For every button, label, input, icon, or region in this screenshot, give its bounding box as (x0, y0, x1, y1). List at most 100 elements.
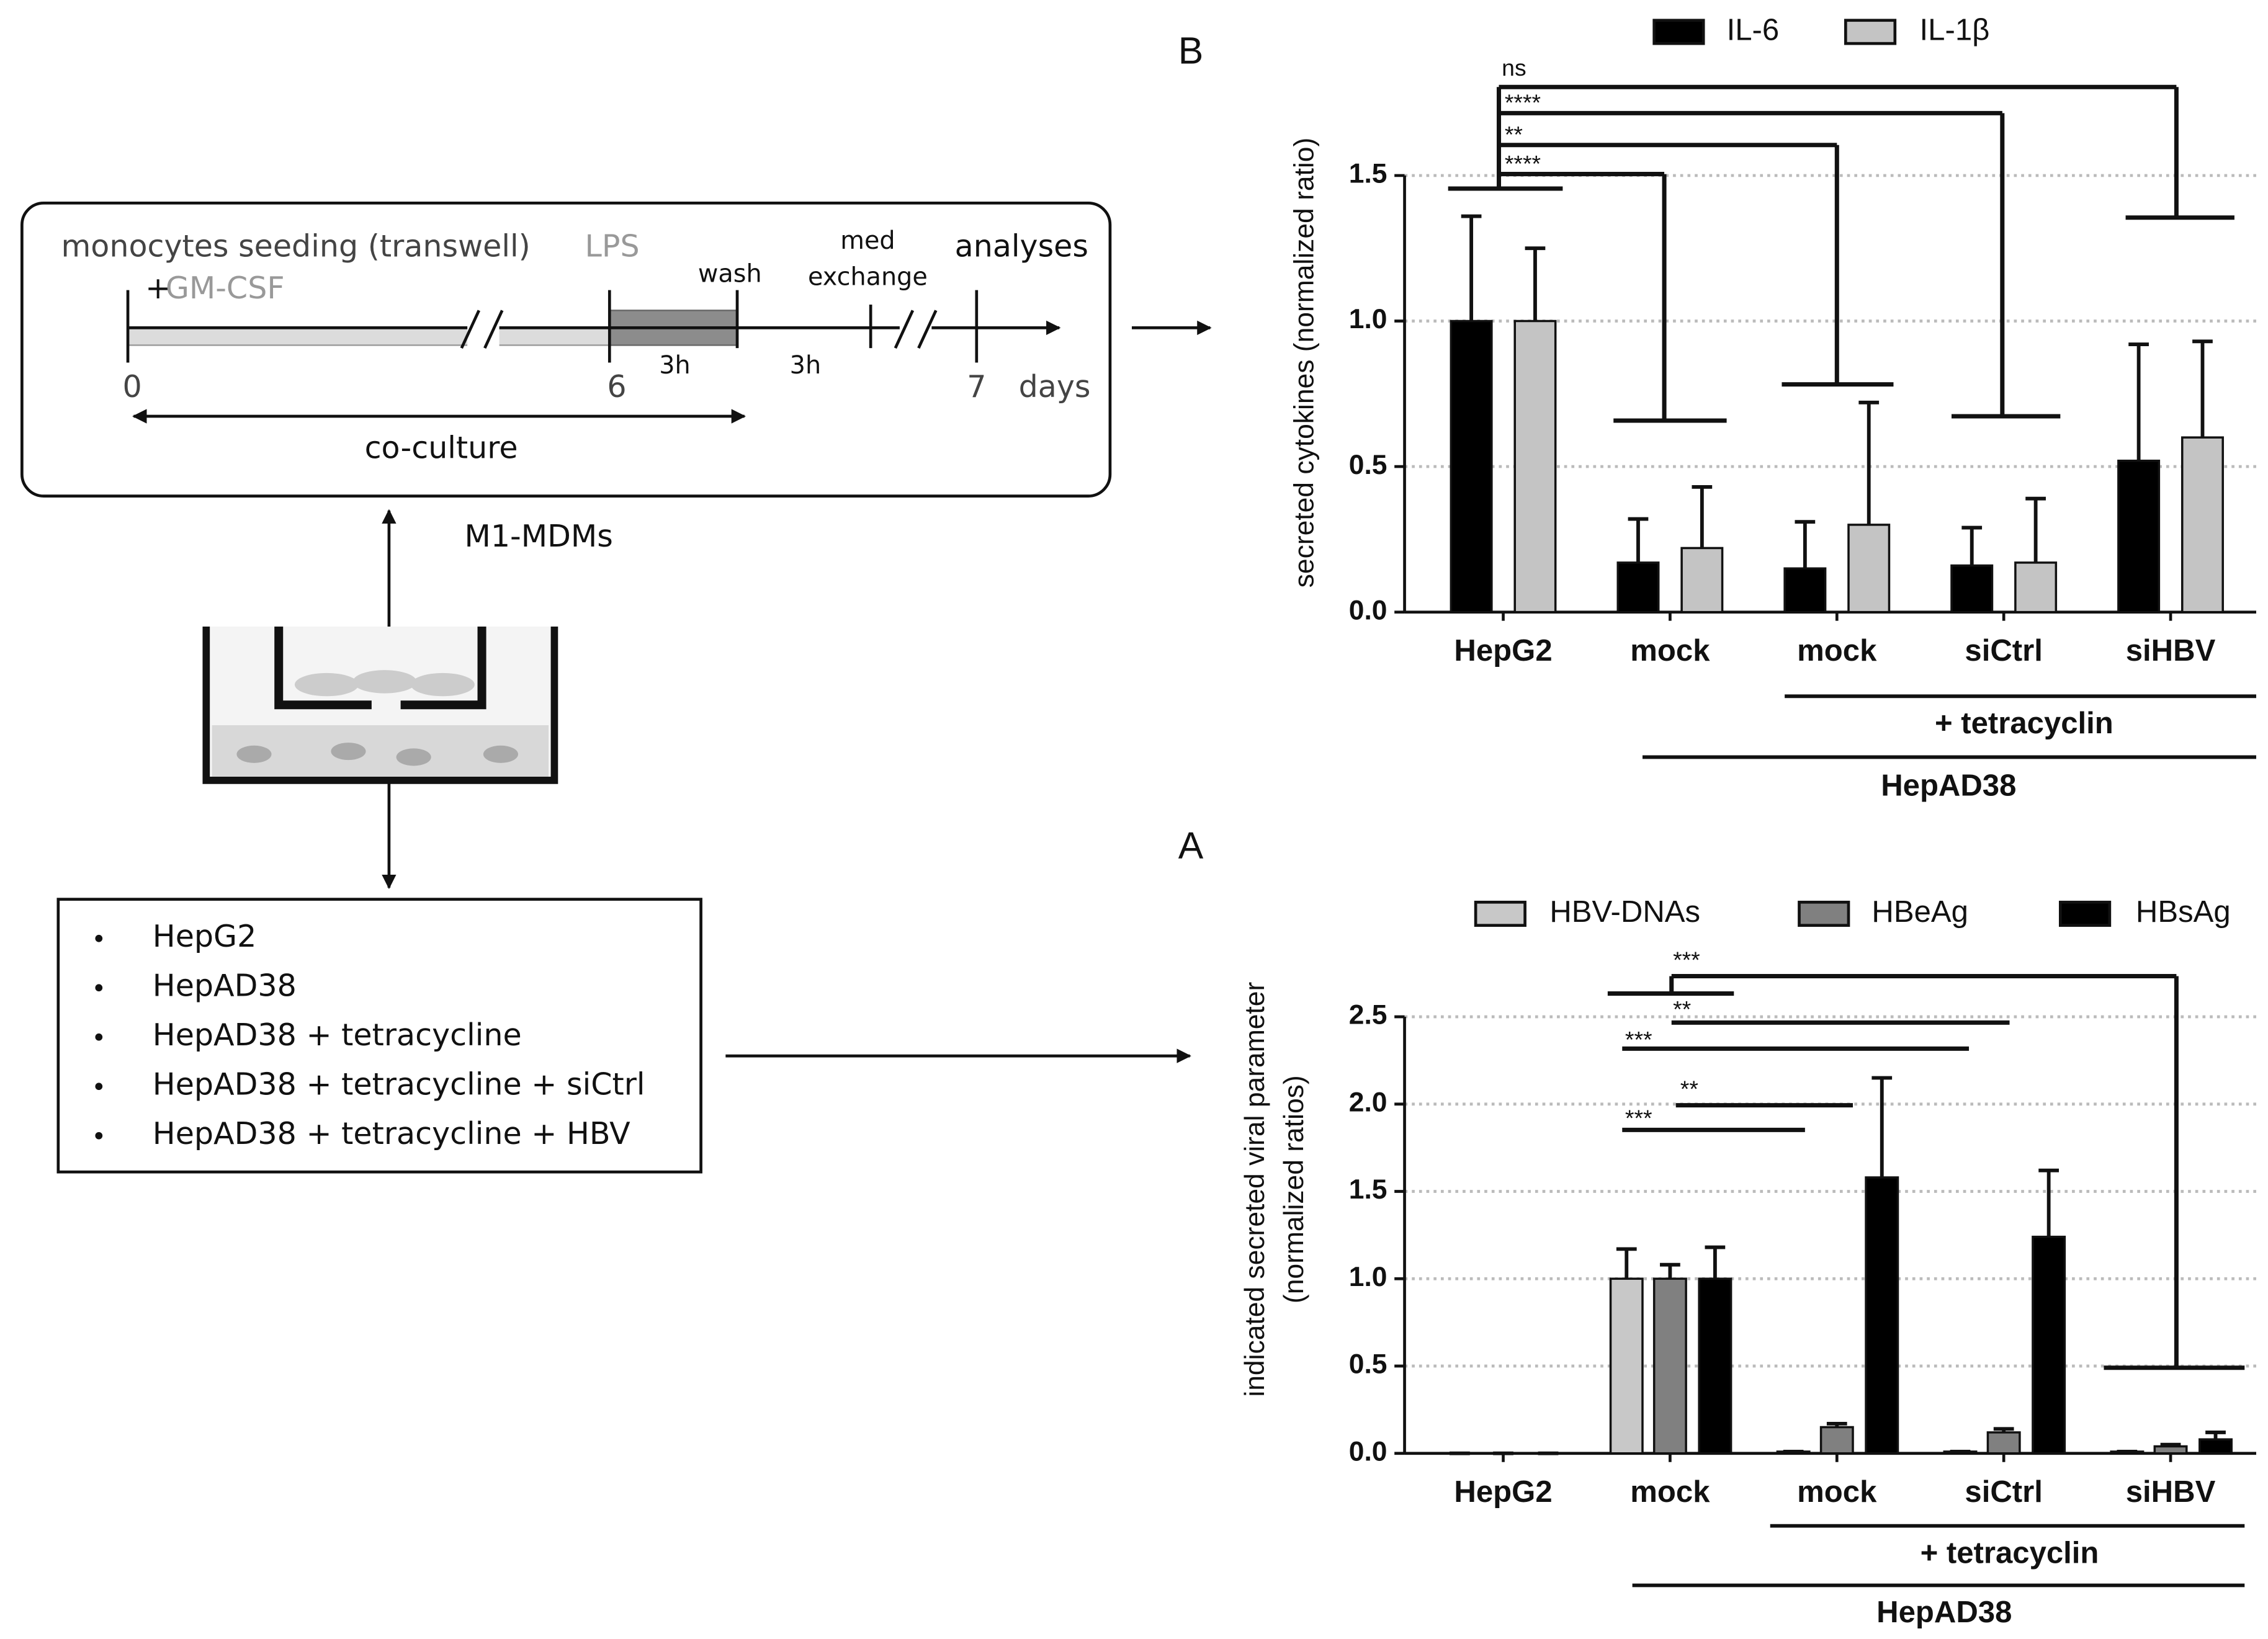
x-tick-label: siCtrl (1965, 1475, 2042, 1509)
bar (1609, 1277, 1644, 1455)
error-bar (2192, 339, 2213, 438)
group-label: HepAD38 (1876, 1596, 2012, 1629)
legend-label: HBsAg (2136, 895, 2231, 929)
cell (236, 745, 272, 763)
error-bar (2205, 1431, 2226, 1440)
condition-label: HepAD38 + tetracycline + siCtrl (153, 1066, 645, 1102)
error-bar (1628, 517, 1649, 563)
bar (2181, 436, 2224, 614)
error-bar (1795, 520, 1816, 569)
bar (1513, 319, 1557, 614)
y-axis-label: indicated secreted viral parameter (1240, 982, 1270, 1397)
legend-swatch (2059, 900, 2112, 927)
bar (2032, 1235, 2066, 1455)
label: exchange (808, 262, 928, 291)
bar (2199, 1438, 2233, 1455)
timeline-box (20, 201, 1112, 498)
break (483, 310, 504, 349)
y-tick-label: 1.5 (1349, 1174, 1387, 1205)
break (894, 310, 915, 349)
break (917, 310, 938, 349)
panel-label: B (1178, 30, 1204, 72)
error-bar (1525, 246, 1546, 321)
transwell: M1-MDMs (202, 509, 613, 890)
bullet (95, 1083, 103, 1091)
label: 7 (967, 368, 986, 404)
error-bar (1461, 214, 1482, 321)
bar (1652, 1277, 1687, 1455)
label: 6 (607, 368, 626, 404)
conditions: HepG2 HepAD38 HepAD38 + tetracycline HepAD3… (56, 898, 1191, 1174)
error-bar (1616, 1247, 1637, 1279)
significance-label: ns (1502, 55, 1526, 81)
bar (1986, 1431, 2021, 1455)
group-label: + tetracyclin (1935, 707, 2113, 740)
label: LPS (585, 228, 640, 264)
y-axis-label: (normalized ratios) (1279, 1075, 1309, 1303)
group-label: HepAD38 (1881, 769, 2016, 803)
bullet (95, 1132, 103, 1140)
legend-label: HBeAg (1871, 895, 1968, 929)
significance-label: *** (1625, 1105, 1652, 1131)
cell (331, 743, 366, 761)
bar (1819, 1426, 1854, 1455)
y-tick-label: 0.5 (1349, 1349, 1387, 1380)
x-tick-label: HepG2 (1454, 634, 1552, 668)
legend-swatch (1474, 900, 1526, 927)
cell (396, 748, 431, 766)
label: days (1019, 368, 1091, 404)
bar (1783, 567, 1827, 614)
y-tick-label: 1.5 (1349, 159, 1387, 189)
legend-swatch (1798, 900, 1850, 927)
label: monocytes seeding (transwell) (61, 228, 531, 264)
y-tick-label: 0.5 (1349, 450, 1387, 480)
error-bar (1692, 485, 1713, 548)
error-bar (1961, 525, 1983, 566)
error-bar (2160, 1442, 2181, 1447)
bar (1680, 547, 1724, 614)
legend-swatch (1844, 19, 1897, 45)
label: wash (698, 260, 762, 288)
bar (2117, 459, 2161, 614)
bar (1616, 561, 1660, 614)
x-tick-label: siHBV (2126, 634, 2216, 668)
significance-label: ** (1680, 1076, 1698, 1102)
error-bar (1705, 1245, 1726, 1279)
x-tick-label: mock (1797, 1475, 1877, 1509)
condition-label: HepAD38 (153, 968, 297, 1004)
x-tick-label: siHBV (2126, 1475, 2216, 1509)
error-bar (2025, 496, 2046, 563)
label: + (145, 270, 171, 306)
x-tick-label: HepG2 (1454, 1475, 1552, 1509)
well-wall (202, 627, 558, 784)
group-label: + tetracyclin (1921, 1536, 2099, 1570)
significance-label: ** (1673, 996, 1691, 1022)
error-bar (2128, 342, 2149, 461)
error-bar (1993, 1427, 2014, 1432)
conditions-box (56, 898, 702, 1174)
insert (274, 627, 486, 710)
bar (1865, 1176, 1899, 1455)
x-tick-label: mock (1630, 634, 1710, 668)
y-tick-label: 1.0 (1349, 1262, 1387, 1292)
label: 0 (122, 368, 141, 404)
y-tick-label: 2.5 (1349, 1000, 1387, 1030)
label: med (840, 226, 895, 255)
legend-label: IL-1β (1920, 13, 1990, 47)
condition-label: HepG2 (153, 918, 257, 954)
cell (410, 672, 475, 697)
gm-csf-period (127, 327, 611, 346)
y-axis-label: secreted cytokines (normalized ratio) (1289, 138, 1319, 588)
timeline-schematic: monocytes seeding (transwell) + GM-CSF L… (20, 201, 1212, 498)
cell (294, 672, 359, 697)
label: M1-MDMs (464, 518, 612, 554)
error-bar (2038, 1168, 2060, 1237)
bar (1450, 319, 1493, 614)
bar (2153, 1445, 2188, 1455)
legend-label: HBV-DNAs (1549, 895, 1700, 929)
bar (1950, 564, 1994, 614)
label: 3h (659, 351, 690, 380)
cell (483, 745, 518, 763)
